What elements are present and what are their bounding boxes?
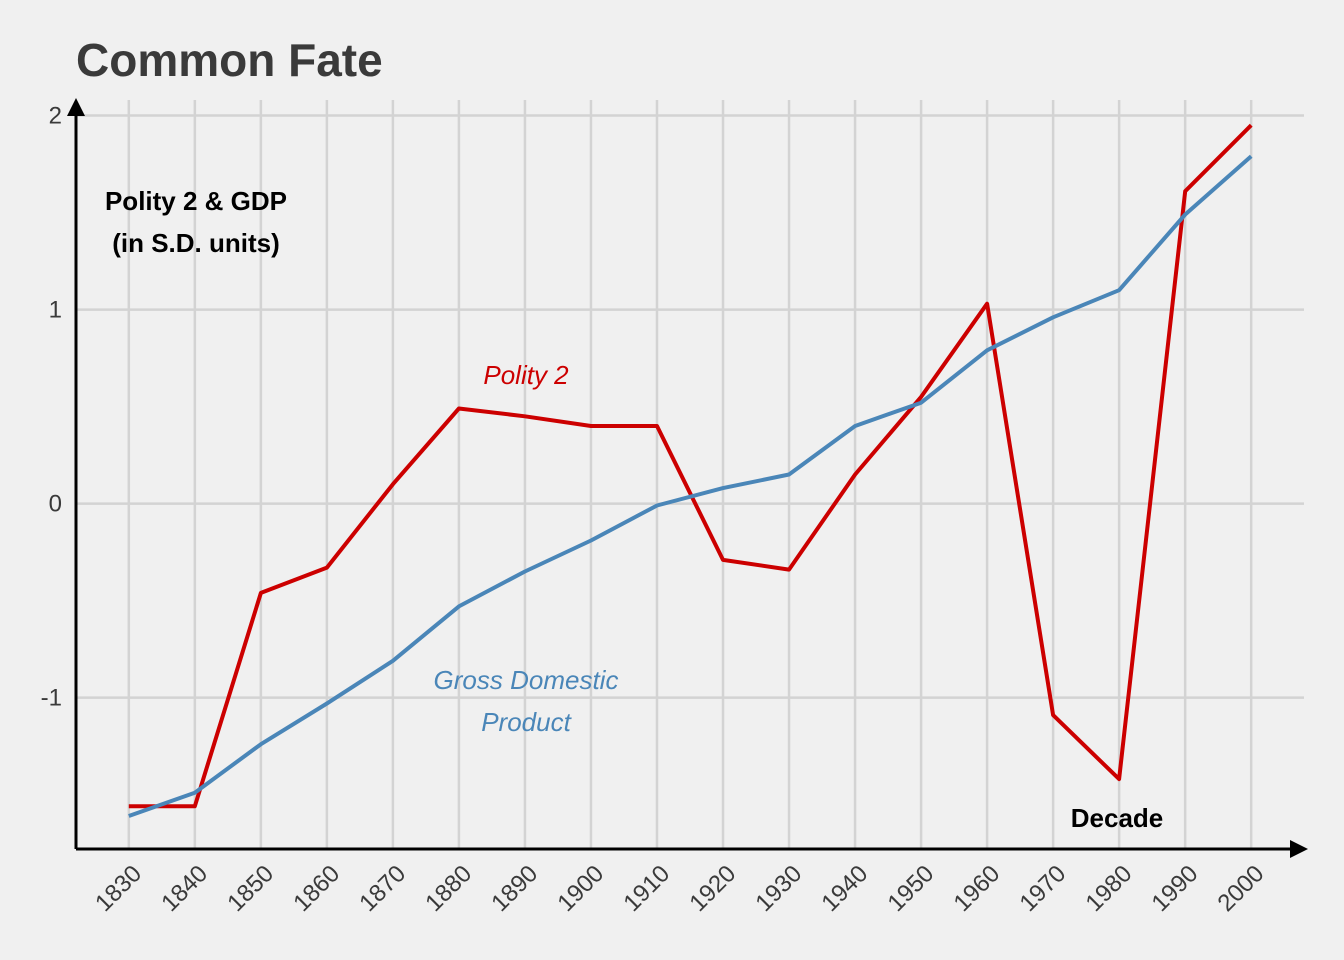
y-axis-title-line: (in S.D. units) <box>112 228 280 258</box>
x-tick-label: 1970 <box>1015 860 1072 917</box>
tick-labels: 2 1 0 -1 1830 1840 1850 1860 1870 1880 1890 1900 191… <box>41 103 1270 917</box>
series-lines <box>128 123 1253 818</box>
series-label-gdp: Gross Domestic Product <box>434 665 619 737</box>
y-tick-label: -1 <box>41 685 62 712</box>
chart-title: Common Fate <box>76 34 383 86</box>
x-tick-label: 1830 <box>90 860 147 917</box>
series-label-polity: Polity 2 <box>483 360 569 390</box>
series-line-gdp <box>128 154 1253 818</box>
x-tick-label: 1840 <box>156 860 213 917</box>
y-tick-label: 2 <box>49 103 62 130</box>
x-tick-label: 2000 <box>1213 860 1270 917</box>
series-label-line: Gross Domestic <box>434 665 619 695</box>
y-axis-title: Polity 2 & GDP (in S.D. units) <box>105 186 287 258</box>
y-tick-label: 0 <box>49 491 62 518</box>
y-axis-title-line: Polity 2 & GDP <box>105 186 287 216</box>
x-tick-label: 1860 <box>288 860 345 917</box>
y-axis-arrow-icon <box>67 98 85 116</box>
x-tick-label: 1850 <box>222 860 279 917</box>
x-axis-arrow-icon <box>1290 840 1308 858</box>
x-tick-label: 1930 <box>750 860 807 917</box>
x-tick-label: 1910 <box>618 860 675 917</box>
x-tick-label: 1920 <box>684 860 741 917</box>
x-tick-label: 1890 <box>486 860 543 917</box>
x-tick-label: 1900 <box>552 860 609 917</box>
gridlines <box>76 100 1304 849</box>
x-tick-label: 1880 <box>420 860 477 917</box>
x-tick-label: 1960 <box>948 860 1005 917</box>
series-label-line: Polity 2 <box>483 360 569 390</box>
axes <box>67 98 1308 858</box>
x-axis-title: Decade <box>1071 803 1164 833</box>
x-tick-label: 1990 <box>1147 860 1204 917</box>
x-tick-label: 1870 <box>354 860 411 917</box>
annotations: Polity 2 & GDP (in S.D. units) Decade Polit… <box>105 186 1163 833</box>
x-tick-label: 1980 <box>1081 860 1138 917</box>
x-tick-label: 1940 <box>816 860 873 917</box>
y-tick-label: 1 <box>49 297 62 324</box>
series-line-polity <box>128 123 1253 809</box>
series-label-line: Product <box>481 707 572 737</box>
x-tick-label: 1950 <box>882 860 939 917</box>
